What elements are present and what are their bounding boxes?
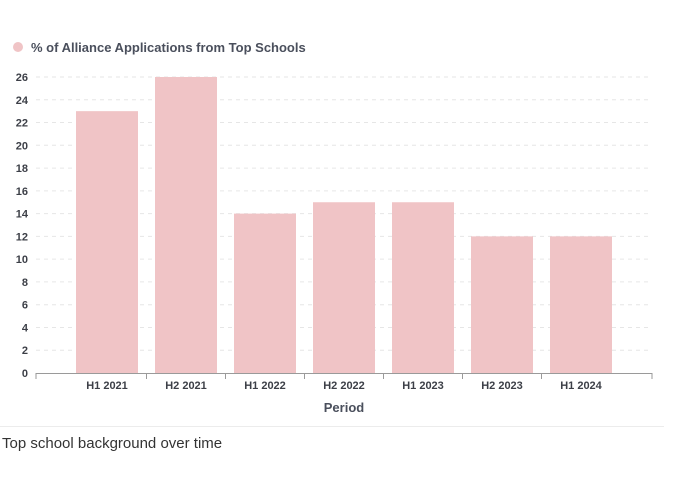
chart-card: % of Alliance Applications from Top Scho… bbox=[0, 40, 664, 427]
y-tick-label: 6 bbox=[22, 300, 28, 312]
x-axis-title: Period bbox=[324, 400, 365, 415]
y-tick-label: 22 bbox=[16, 118, 28, 130]
y-tick-label: 10 bbox=[16, 254, 28, 266]
x-tick-label: H1 2024 bbox=[560, 380, 602, 392]
x-tick-label: H2 2022 bbox=[323, 380, 365, 392]
bar[interactable] bbox=[155, 77, 217, 373]
y-tick-label: 16 bbox=[16, 186, 28, 198]
bar[interactable] bbox=[76, 111, 138, 374]
x-tick-label: H1 2021 bbox=[86, 380, 128, 392]
y-tick-label: 4 bbox=[22, 322, 29, 334]
x-tick-label: H2 2023 bbox=[481, 380, 523, 392]
y-tick-label: 24 bbox=[16, 95, 29, 107]
y-tick-label: 2 bbox=[22, 345, 28, 357]
bar[interactable] bbox=[313, 202, 375, 373]
bar[interactable] bbox=[550, 236, 612, 373]
figure-caption: Top school background over time bbox=[2, 435, 223, 452]
y-tick-label: 20 bbox=[16, 140, 28, 152]
legend-swatch bbox=[13, 42, 23, 52]
y-tick-label: 18 bbox=[16, 163, 28, 175]
x-tick-label: H1 2023 bbox=[402, 380, 444, 392]
bar[interactable] bbox=[471, 236, 533, 373]
legend: % of Alliance Applications from Top Scho… bbox=[13, 40, 306, 55]
bars bbox=[76, 77, 612, 374]
x-axis: H1 2021 H2 2021 H1 2022 H2 2022 H1 2023 H2 20… bbox=[35, 373, 653, 392]
bar-chart: % of Alliance Applications from Top Scho… bbox=[13, 40, 653, 415]
y-tick-label: 14 bbox=[16, 209, 29, 221]
y-tick-label: 12 bbox=[16, 231, 28, 243]
legend-label: % of Alliance Applications from Top Scho… bbox=[31, 40, 306, 55]
y-tick-label: 0 bbox=[22, 368, 28, 380]
x-tick-label: H2 2021 bbox=[165, 380, 207, 392]
bar[interactable] bbox=[392, 202, 454, 373]
y-tick-label: 8 bbox=[22, 277, 28, 289]
y-tick-label: 26 bbox=[16, 72, 28, 84]
bar[interactable] bbox=[234, 213, 296, 373]
x-tick-label: H1 2022 bbox=[244, 380, 286, 392]
